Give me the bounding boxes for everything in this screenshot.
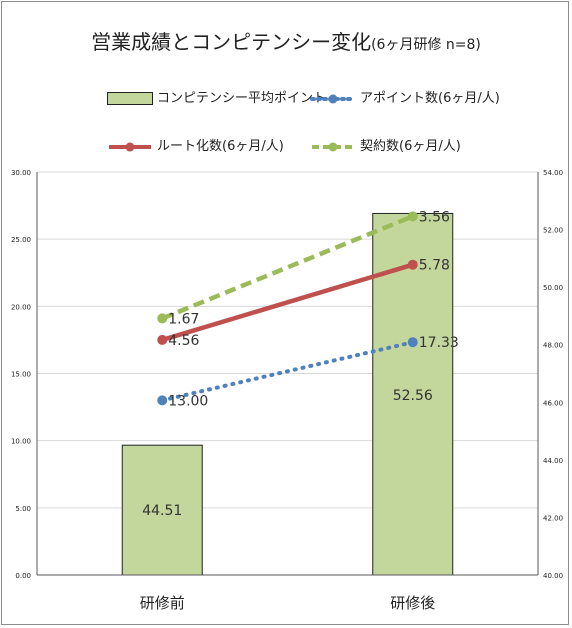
y-right-tick-label: 44.00 xyxy=(543,457,563,465)
series-marker xyxy=(157,395,168,406)
series-data-label: 13.00 xyxy=(168,393,208,409)
series-data-label: 5.78 xyxy=(419,258,450,274)
legend-swatch-solid xyxy=(109,142,151,151)
y-left-tick-label: 5.00 xyxy=(15,505,31,513)
y-left-tick-label: 10.00 xyxy=(11,438,31,446)
series-marker xyxy=(407,337,418,348)
legend-swatch-bar xyxy=(107,92,153,105)
legend-item-contracts: 契約数(6ヶ月/人) xyxy=(310,135,461,154)
y-right-tick-label: 40.00 xyxy=(543,572,563,580)
legend-item-routes: ルート化数(6ヶ月/人) xyxy=(107,135,284,154)
y-left-tick-label: 15.00 xyxy=(11,371,31,379)
legend-item-appointments: アポイント数(6ヶ月/人) xyxy=(310,87,500,106)
y-left-tick-label: 25.00 xyxy=(11,236,31,244)
bar-data-label: 52.56 xyxy=(393,388,433,404)
series-line xyxy=(160,262,415,343)
y-right-tick-label: 54.00 xyxy=(543,169,563,177)
chart-title-sub: (6ヶ月研修 n=8) xyxy=(371,37,481,53)
legend-label-routes: ルート化数(6ヶ月/人) xyxy=(157,139,284,154)
series-marker xyxy=(407,211,418,222)
chart-title-main: 営業成績とコンピテンシー変化 xyxy=(91,30,372,54)
series-data-label: 3.56 xyxy=(419,209,450,225)
x-tick-label: 研修後 xyxy=(390,594,435,612)
x-tick-label: 研修前 xyxy=(140,594,185,612)
legend-item-competency: コンピテンシー平均ポイント xyxy=(107,87,326,106)
series-data-label: 1.67 xyxy=(168,311,199,327)
y-right-tick-label: 50.00 xyxy=(543,284,563,292)
y-right-tick-label: 48.00 xyxy=(543,342,563,350)
series-line xyxy=(161,214,414,321)
y-left-tick-label: 0.00 xyxy=(15,572,31,580)
y-right-tick-label: 42.00 xyxy=(543,514,563,522)
series-data-label: 4.56 xyxy=(168,333,199,349)
y-left-tick-label: 20.00 xyxy=(11,303,31,311)
legend-swatch-dashed xyxy=(312,142,354,151)
legend-label-contracts: 契約数(6ヶ月/人) xyxy=(360,139,461,154)
chart-title: 営業成績とコンピテンシー変化(6ヶ月研修 n=8) xyxy=(0,26,572,55)
series-line xyxy=(160,340,415,403)
y-right-tick-label: 52.00 xyxy=(543,227,563,235)
bar xyxy=(121,444,203,576)
series-marker xyxy=(407,259,418,270)
series-marker xyxy=(157,313,168,324)
y-right-tick-label: 46.00 xyxy=(543,399,563,407)
series-marker xyxy=(157,334,168,345)
legend-label-appointments: アポイント数(6ヶ月/人) xyxy=(360,91,500,106)
y-left-tick-label: 30.00 xyxy=(11,169,31,177)
legend-swatch-dotted xyxy=(310,94,356,103)
legend-label-competency: コンピテンシー平均ポイント xyxy=(157,91,327,106)
series-data-label: 17.33 xyxy=(419,335,459,351)
bar-data-label: 44.51 xyxy=(142,503,182,519)
